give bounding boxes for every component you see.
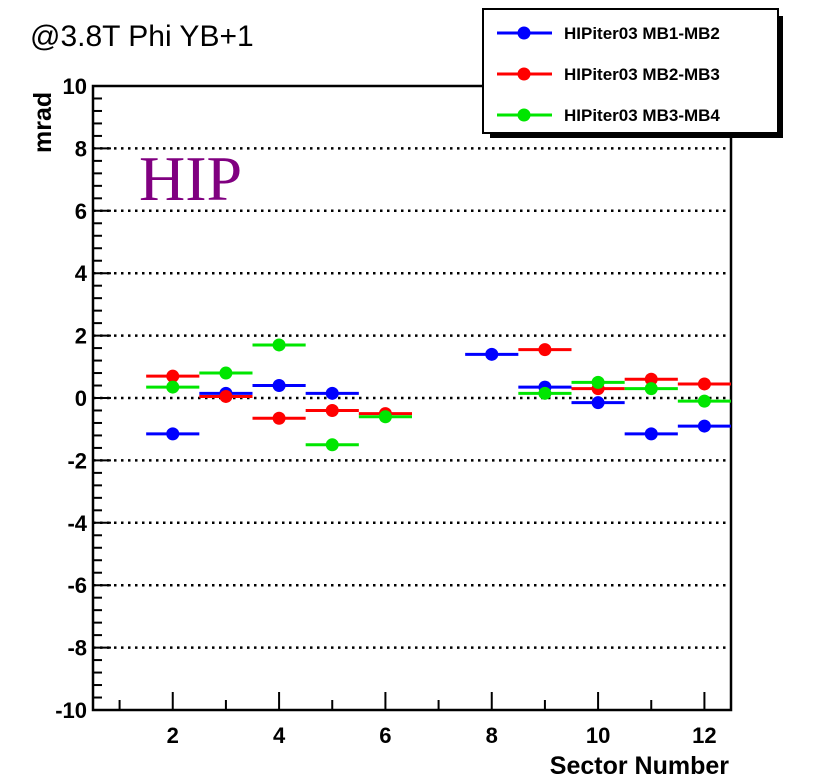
x-tick-label: 10 xyxy=(586,723,610,748)
y-tick-label: 2 xyxy=(75,324,87,349)
data-point xyxy=(644,372,658,386)
series-3 xyxy=(146,338,731,452)
x-axis: 2 4 6 8 10 12 xyxy=(118,692,717,748)
legend-shadow-bottom xyxy=(490,133,783,138)
data-point xyxy=(644,382,658,396)
data-point xyxy=(166,380,180,394)
legend-marker xyxy=(517,26,531,40)
data-point xyxy=(378,410,392,424)
data-point xyxy=(219,366,233,380)
legend-entry: HIPiter03 MB1-MB2 xyxy=(497,24,720,43)
y-tick-label: -4 xyxy=(67,511,87,536)
x-tick-label: 2 xyxy=(167,723,179,748)
legend-marker xyxy=(517,108,531,122)
x-axis-title: Sector Number xyxy=(550,752,729,780)
data-point xyxy=(697,419,711,433)
y-axis-title: mrad xyxy=(29,92,57,153)
data-point xyxy=(538,386,552,400)
data-point xyxy=(325,403,339,417)
data-point xyxy=(325,386,339,400)
hip-annotation: HIP xyxy=(139,143,242,214)
series-1 xyxy=(146,347,731,441)
y-tick-label: -8 xyxy=(67,636,87,661)
series-2 xyxy=(146,343,731,425)
x-tick-label: 8 xyxy=(486,723,498,748)
legend-shadow-right xyxy=(778,16,783,138)
data-point xyxy=(591,396,605,410)
data-point xyxy=(485,347,499,361)
y-tick-label: -2 xyxy=(67,448,87,473)
data-point xyxy=(272,411,286,425)
legend-label: HIPiter03 MB1-MB2 xyxy=(564,24,720,43)
x-tick-label: 4 xyxy=(273,723,286,748)
legend-label: HIPiter03 MB3-MB4 xyxy=(564,106,720,125)
x-tick-label: 6 xyxy=(379,723,391,748)
x-tick-label: 12 xyxy=(692,723,716,748)
legend-entry: HIPiter03 MB2-MB3 xyxy=(497,65,720,84)
chart-title: @3.8T Phi YB+1 xyxy=(30,20,254,53)
gridlines xyxy=(93,147,731,649)
y-tick-label: 4 xyxy=(75,261,88,286)
y-tick-label: 10 xyxy=(63,74,87,99)
legend-label: HIPiter03 MB2-MB3 xyxy=(564,65,720,84)
y-tick-label: 8 xyxy=(75,136,87,161)
y-axis: -10 -8 -6 -4 -2 0 2 4 6 8 10 xyxy=(55,74,111,723)
legend: HIPiter03 MB1-MB2 HIPiter03 MB2-MB3 HIPite… xyxy=(482,8,783,138)
y-tick-label: 6 xyxy=(75,199,87,224)
data-point xyxy=(697,394,711,408)
y-tick-label: -6 xyxy=(67,573,87,598)
data-point xyxy=(538,343,552,357)
y-tick-label: 0 xyxy=(75,386,87,411)
data-point xyxy=(166,369,180,383)
data-point xyxy=(644,427,658,441)
data-point xyxy=(166,427,180,441)
data-point xyxy=(272,338,286,352)
y-tick-label: -10 xyxy=(55,698,87,723)
data-point xyxy=(591,375,605,389)
data-point xyxy=(272,379,286,393)
data-point xyxy=(219,389,233,403)
legend-marker xyxy=(517,67,531,81)
data-point xyxy=(697,377,711,391)
data-point xyxy=(325,438,339,452)
data-points xyxy=(146,338,731,452)
legend-entry: HIPiter03 MB3-MB4 xyxy=(497,106,720,125)
